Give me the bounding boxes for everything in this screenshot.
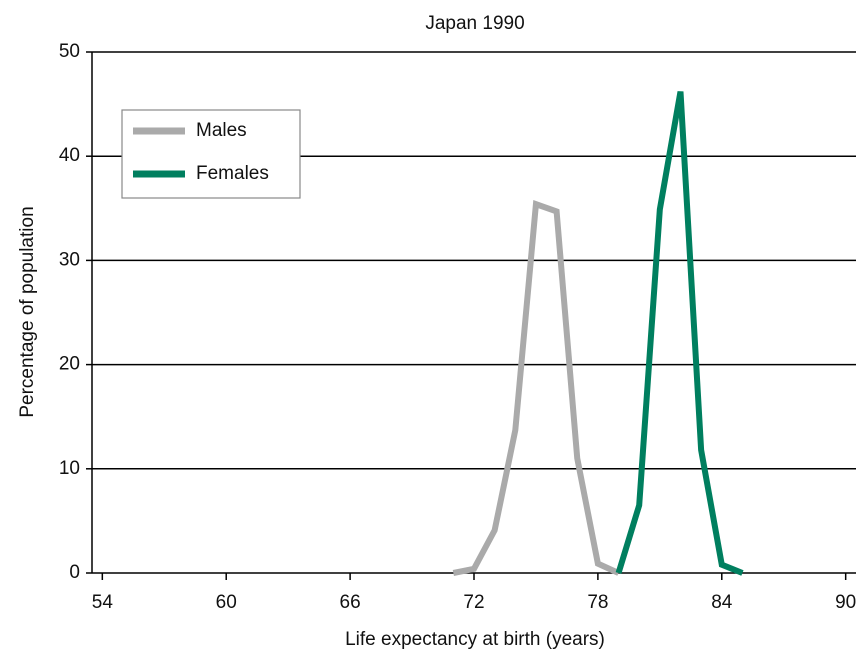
legend-label: Females: [196, 163, 269, 184]
x-tick-label: 54: [92, 592, 114, 613]
y-tick-label: 30: [59, 249, 80, 270]
y-axis-label: Percentage of population: [17, 206, 38, 417]
y-tick-label: 0: [69, 562, 80, 583]
x-tick-label: 84: [711, 592, 733, 613]
y-tick-label: 20: [59, 354, 80, 375]
x-axis-label: Life expectancy at birth (years): [345, 629, 605, 650]
series-line: [452, 200, 620, 576]
x-tick-label: 72: [463, 592, 484, 613]
x-tick-label: 60: [216, 592, 237, 613]
y-tick-label: 50: [59, 41, 80, 62]
y-tick-label: 40: [59, 145, 80, 166]
chart-title: Japan 1990: [425, 13, 524, 34]
y-tick-label: 10: [59, 458, 80, 479]
x-tick-label: 78: [587, 592, 608, 613]
legend-box: [121, 109, 301, 199]
x-tick-label: 66: [340, 592, 361, 613]
x-tick-label: 90: [835, 592, 856, 613]
series-line: [615, 91, 744, 576]
legend-label: Males: [196, 120, 247, 141]
